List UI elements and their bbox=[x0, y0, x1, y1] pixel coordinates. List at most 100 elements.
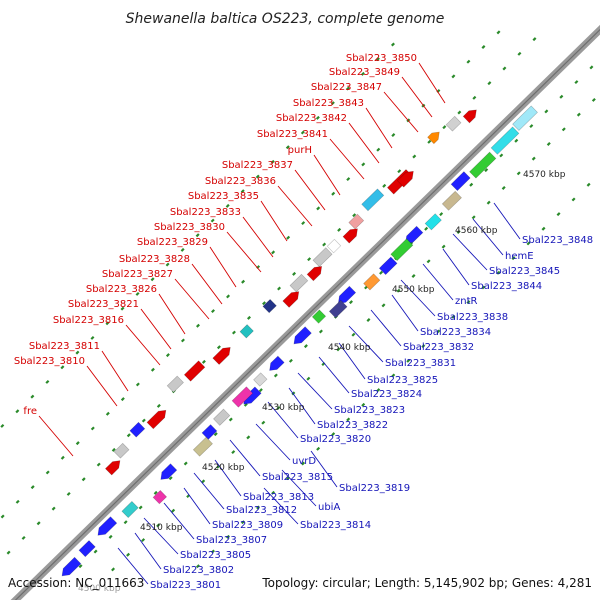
leader-line-reverse bbox=[214, 459, 242, 497]
tick-dot bbox=[150, 277, 155, 282]
gene-block bbox=[121, 500, 139, 519]
tick-dot bbox=[514, 138, 519, 143]
tick-dot bbox=[211, 309, 215, 314]
tick-dot bbox=[165, 353, 170, 358]
leader-line-reverse bbox=[318, 356, 350, 394]
gene-block bbox=[311, 309, 327, 324]
tick-dot bbox=[60, 365, 65, 370]
tick-dot bbox=[150, 367, 155, 372]
tick-dot bbox=[108, 534, 113, 539]
tick-dot bbox=[246, 435, 251, 440]
gene-label-forward: Sbal223_3830 bbox=[154, 222, 225, 233]
tick-dot bbox=[556, 212, 561, 217]
tick-dot bbox=[411, 274, 416, 278]
gene-arrow bbox=[61, 556, 82, 577]
tick-dot bbox=[231, 450, 236, 455]
tick-dot bbox=[0, 423, 5, 428]
tick-dot bbox=[442, 125, 447, 130]
tick-dot bbox=[456, 230, 461, 234]
tick-dot bbox=[303, 344, 308, 349]
reverse-gene-labels: Sbal223_3848 hemE Sbal223_3845 Sbal223_3… bbox=[150, 235, 593, 591]
tick-dot bbox=[36, 521, 41, 526]
tick-dot bbox=[270, 159, 275, 164]
gene-arrow bbox=[97, 516, 118, 536]
tick-dot bbox=[256, 505, 261, 510]
tick-dot bbox=[271, 250, 276, 255]
gene-label-forward: Sbal223_3829 bbox=[137, 237, 208, 248]
gene-label-forward: Sbal223_3836 bbox=[205, 176, 276, 187]
gene-label-forward: Sbal223_3833 bbox=[170, 207, 241, 218]
leader-line-reverse bbox=[348, 325, 384, 363]
scale-tick-label: 4500 kbp bbox=[78, 584, 121, 594]
gene-label-forward: Sbal223_3827 bbox=[102, 269, 173, 280]
tick-dot bbox=[481, 45, 486, 49]
tick-dot bbox=[457, 110, 462, 115]
tick-dot bbox=[316, 446, 321, 451]
gene-label-reverse: Sbal223_3824 bbox=[351, 389, 422, 400]
gene-label-reverse: Sbal223_3831 bbox=[385, 358, 456, 369]
gene-block bbox=[328, 299, 348, 319]
tick-dot bbox=[421, 344, 426, 349]
gene-block bbox=[378, 256, 398, 276]
tick-dot bbox=[466, 59, 471, 64]
gene-label-reverse: ubiA bbox=[318, 502, 340, 513]
tick-dot bbox=[15, 499, 20, 504]
tick-dot bbox=[51, 506, 56, 511]
tick-dot bbox=[231, 330, 236, 335]
gene-label-forward: Sbal223_3837 bbox=[222, 160, 293, 171]
tick-dot bbox=[90, 335, 95, 340]
tick-dot bbox=[258, 388, 263, 393]
tick-dot bbox=[241, 520, 245, 525]
tick-dot bbox=[21, 535, 26, 540]
scale-tick-label: 4520 kbp bbox=[202, 463, 245, 473]
tick-dot bbox=[502, 66, 507, 71]
leader-line-forward bbox=[125, 324, 161, 366]
gene-label-reverse: Sbal223_3815 bbox=[262, 472, 333, 483]
tick-dot bbox=[60, 455, 65, 460]
leader-line-forward bbox=[38, 415, 74, 457]
gene-arrow bbox=[293, 326, 312, 345]
leader-line-reverse bbox=[143, 517, 179, 555]
gene-label-reverse: Sbal223_3845 bbox=[489, 266, 560, 277]
tick-dot bbox=[397, 169, 402, 174]
tick-dot bbox=[156, 523, 161, 528]
tick-dot bbox=[391, 373, 396, 378]
gene-block bbox=[201, 424, 218, 440]
gene-block bbox=[363, 273, 381, 291]
tick-dot bbox=[361, 162, 366, 167]
gene-arrow bbox=[160, 463, 178, 480]
tick-dot bbox=[427, 139, 432, 144]
gene-block bbox=[231, 386, 254, 408]
tick-dot bbox=[241, 279, 246, 284]
genome-backbone bbox=[10, 24, 600, 600]
tick-dot bbox=[516, 171, 521, 176]
tick-dot bbox=[330, 101, 335, 106]
leader-line-reverse bbox=[391, 294, 419, 332]
gene-label-reverse: Sbal223_3820 bbox=[300, 434, 371, 445]
tick-dot bbox=[576, 112, 581, 117]
tick-dot bbox=[406, 358, 411, 363]
tick-dot bbox=[376, 147, 381, 152]
tick-dot bbox=[255, 174, 260, 179]
label-leader-lines bbox=[38, 62, 521, 585]
topology-text: Topology: circular; Length: 5,145,902 bp… bbox=[261, 576, 592, 590]
tick-dot bbox=[165, 262, 170, 267]
gene-label-forward: Sbal223_3850 bbox=[346, 53, 417, 64]
gene-block bbox=[445, 115, 462, 132]
tick-dot bbox=[6, 550, 11, 555]
tick-dot bbox=[306, 376, 311, 381]
tick-dot bbox=[111, 447, 116, 452]
scale-tick-label: 4570 kbp bbox=[523, 170, 566, 180]
tick-dot bbox=[351, 332, 356, 337]
tick-dot bbox=[240, 189, 245, 194]
leader-line-reverse bbox=[255, 423, 291, 461]
tick-dot bbox=[487, 81, 492, 86]
leader-line-forward bbox=[418, 62, 446, 104]
leader-line-forward bbox=[348, 122, 380, 164]
leader-line-reverse bbox=[117, 547, 149, 585]
tick-dot bbox=[517, 51, 522, 56]
tick-dot bbox=[183, 461, 188, 466]
tick-dot bbox=[381, 303, 386, 308]
tick-dot bbox=[529, 124, 534, 129]
